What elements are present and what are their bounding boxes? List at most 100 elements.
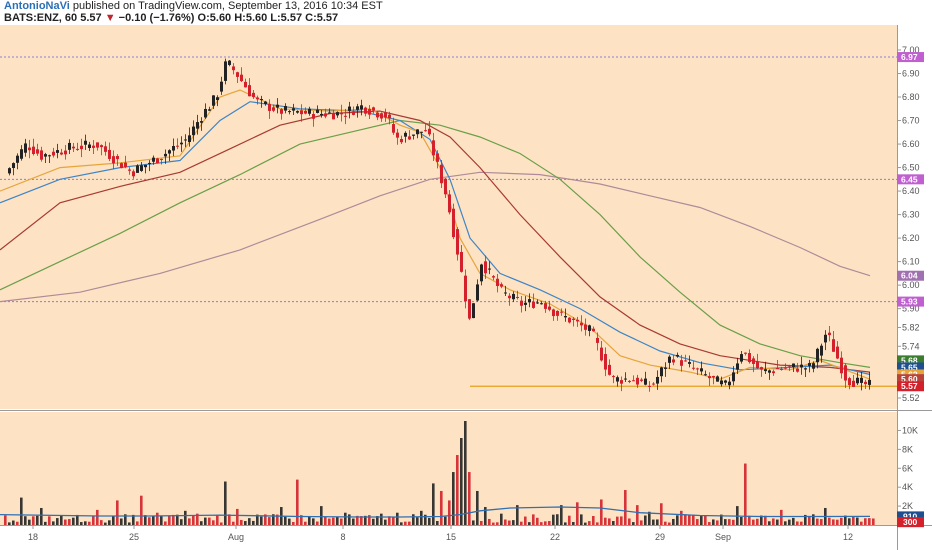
candle-body [396, 132, 399, 138]
volume-bar [164, 521, 167, 525]
candle-body [660, 367, 663, 377]
volume-bar [376, 516, 379, 525]
candle-body [788, 365, 791, 367]
time-tick-label: 22 [550, 532, 560, 542]
volume-bar [400, 522, 403, 525]
volume-bar [520, 521, 523, 525]
volume-bar [272, 514, 275, 525]
volume-bar [864, 518, 867, 525]
volume-bar [336, 516, 339, 525]
candle-body [344, 115, 347, 117]
volume-bar [100, 520, 103, 525]
candle-body [584, 324, 587, 330]
volume-bar [8, 522, 11, 525]
price-tick-label: 5.74 [902, 341, 920, 351]
price-tag [897, 355, 924, 366]
candle-body [580, 322, 583, 326]
candle-body [448, 194, 451, 213]
volume-bar [144, 515, 147, 525]
volume-bar [644, 515, 647, 525]
time-tick-label: 12 [843, 532, 853, 542]
volume-bar [40, 507, 43, 525]
candle-body [692, 367, 695, 369]
price-tag-label: 5.57 [901, 381, 918, 391]
volume-bar [380, 513, 383, 525]
volume-bar [512, 520, 515, 525]
author-link[interactable]: AntonioNaVi [4, 0, 70, 12]
candle-body [640, 379, 643, 381]
candle-body [828, 332, 831, 336]
candle-body [312, 114, 315, 119]
candle-body [12, 163, 15, 169]
candle-body [508, 295, 511, 299]
volume-bar [180, 519, 183, 525]
volume-bar [108, 520, 111, 525]
volume-bar [500, 513, 503, 525]
candle-body [356, 106, 359, 110]
volume-bar [212, 520, 215, 525]
candle-body [196, 122, 199, 129]
volume-bar [208, 517, 211, 525]
candle-body [792, 363, 795, 367]
candle-body [824, 334, 827, 343]
ma-200-line [0, 171, 871, 303]
candle-body [404, 132, 407, 137]
candle-body [488, 268, 491, 270]
volume-bar [52, 521, 55, 525]
volume-bar [296, 479, 299, 525]
candle-body [280, 109, 283, 114]
volume-bar [188, 518, 191, 525]
volume-bar [604, 517, 607, 525]
candle-body [784, 367, 787, 369]
volume-bar [304, 521, 307, 525]
candle-body [72, 146, 75, 149]
candle-body [24, 143, 27, 153]
candle-body [572, 318, 575, 320]
candle-body [776, 367, 779, 369]
candle-body [556, 310, 559, 316]
candle-body [324, 113, 327, 117]
candle-body [392, 124, 395, 133]
volume-bar [172, 514, 175, 525]
candle-body [168, 150, 171, 154]
volume-bar [60, 515, 63, 525]
volume-bar [232, 521, 235, 525]
candle-body [604, 354, 607, 370]
volume-bar [792, 517, 795, 525]
volume-bar [556, 514, 559, 525]
volume-bar [492, 522, 495, 525]
price-chart[interactable]: 7.00 6.90 6.80 6.70 6.60 6.50 6.40 6.30 6.20 6.10… [0, 25, 932, 550]
candle-body [708, 376, 711, 379]
volume-bar [352, 518, 355, 525]
candle-body [200, 121, 203, 123]
candle-body [496, 278, 499, 287]
candle-body [328, 112, 331, 114]
candle-body [748, 353, 751, 363]
volume-bar [820, 519, 823, 525]
candle-body [340, 112, 343, 115]
volume-tag [897, 517, 924, 528]
volume-bar [404, 521, 407, 525]
volume-bar [712, 519, 715, 525]
candle-body [132, 171, 135, 177]
volume-bar [452, 472, 455, 525]
volume-bar [596, 522, 599, 525]
time-tick-label: 29 [655, 532, 665, 542]
candle-body [240, 74, 243, 82]
volume-bar [444, 516, 447, 525]
price-tag [897, 362, 924, 373]
volume-bar [316, 521, 319, 525]
candle-body [664, 367, 667, 369]
volume-bar [236, 508, 239, 525]
candle-body [524, 302, 527, 305]
volume-tag-label: 300 [903, 517, 917, 527]
volume-bar [72, 517, 75, 525]
volume-bar [84, 521, 87, 525]
volume-bar [632, 522, 635, 525]
candle-body [260, 99, 263, 101]
volume-bar [4, 515, 7, 525]
candle-body [700, 368, 703, 372]
price-plot-area[interactable] [0, 25, 897, 409]
volume-bar [856, 517, 859, 525]
volume-bar [116, 500, 119, 525]
